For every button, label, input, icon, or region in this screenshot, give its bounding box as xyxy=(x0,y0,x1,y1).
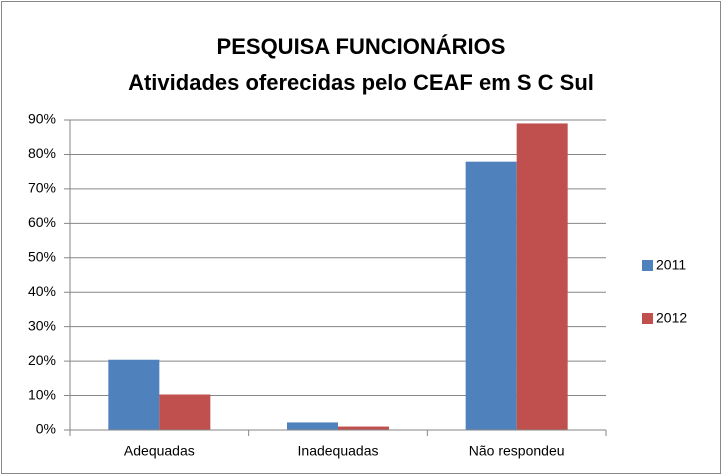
chart-title: Atividades oferecidas pelo CEAF em S C S… xyxy=(128,70,594,95)
bar xyxy=(287,422,338,430)
y-tick-label: 20% xyxy=(28,352,56,368)
y-tick-label: 80% xyxy=(28,145,56,161)
chart-title: PESQUISA FUNCIONÁRIOS xyxy=(217,34,506,59)
bar xyxy=(516,123,568,430)
bar xyxy=(108,359,160,430)
y-tick-label: 0% xyxy=(36,421,56,437)
bar xyxy=(465,161,517,430)
y-tick-label: 70% xyxy=(28,180,56,196)
y-tick-label: 10% xyxy=(28,386,56,402)
x-tick-label: Adequadas xyxy=(124,443,195,459)
y-tick-label: 30% xyxy=(28,317,56,333)
legend-label: 2011 xyxy=(656,257,686,273)
bar xyxy=(159,394,211,430)
bar xyxy=(338,426,389,430)
y-tick-label: 40% xyxy=(28,283,56,299)
y-tick-label: 50% xyxy=(28,248,56,264)
x-tick-label: Inadequadas xyxy=(298,443,379,459)
legend-label: 2012 xyxy=(656,310,687,326)
y-tick-label: 60% xyxy=(28,214,56,230)
y-tick-label: 90% xyxy=(28,111,56,127)
legend-swatch xyxy=(642,260,653,271)
legend-swatch xyxy=(642,313,653,324)
x-tick-label: Não respondeu xyxy=(469,443,565,459)
